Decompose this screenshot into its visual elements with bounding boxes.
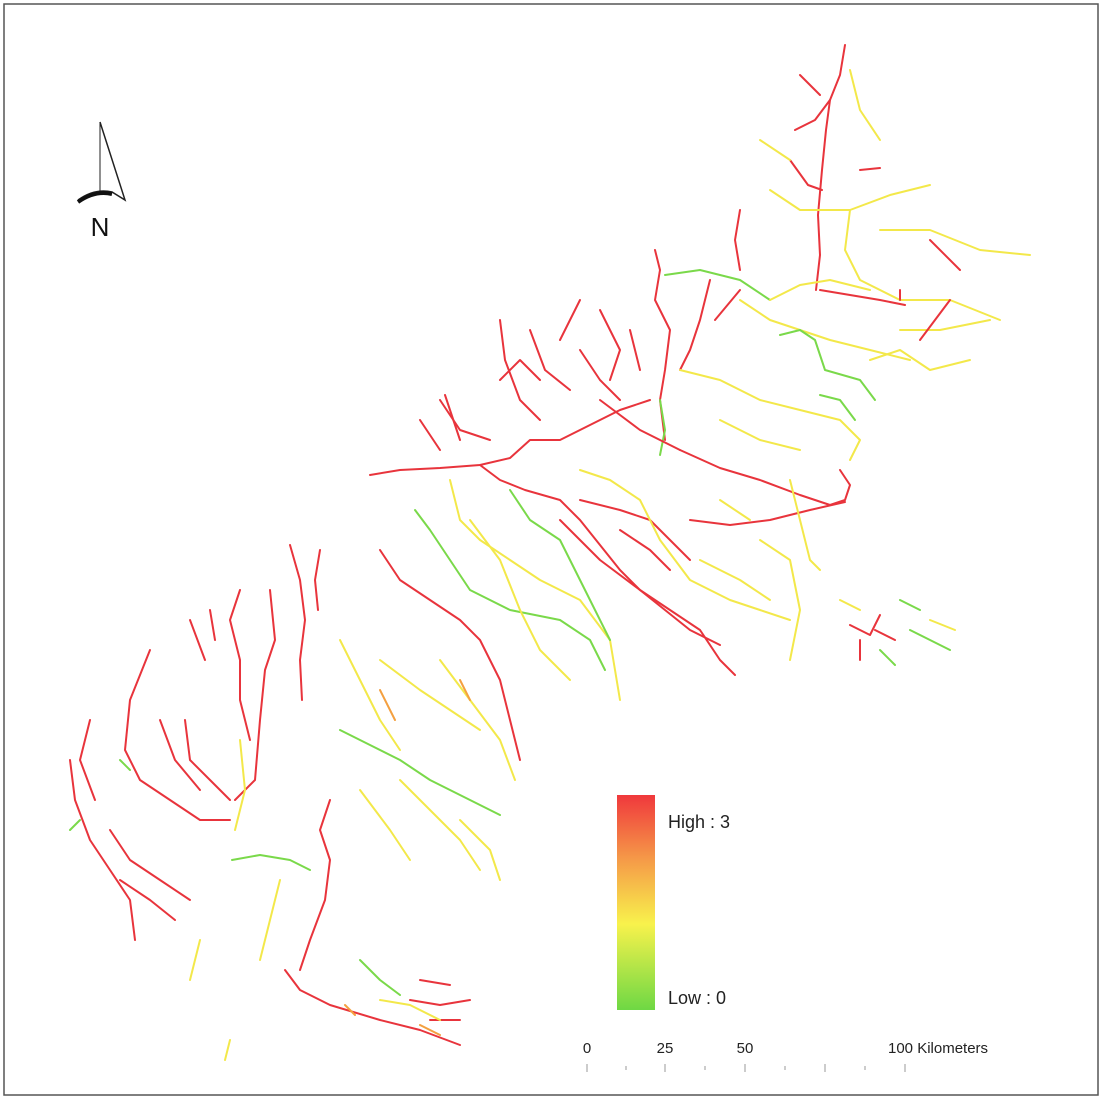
scale-label: 0 (583, 1040, 591, 1057)
map-frame (4, 4, 1098, 1095)
map: N (0, 0, 1103, 1100)
legend-high: High : 3 (668, 812, 730, 832)
north-label: N (91, 212, 110, 242)
legend-low: Low : 0 (668, 988, 726, 1008)
legend-ramp (617, 795, 655, 1010)
scale-label: 25 (657, 1040, 674, 1057)
scale-label: 100 Kilometers (888, 1040, 988, 1057)
scale-label: 50 (737, 1040, 754, 1057)
